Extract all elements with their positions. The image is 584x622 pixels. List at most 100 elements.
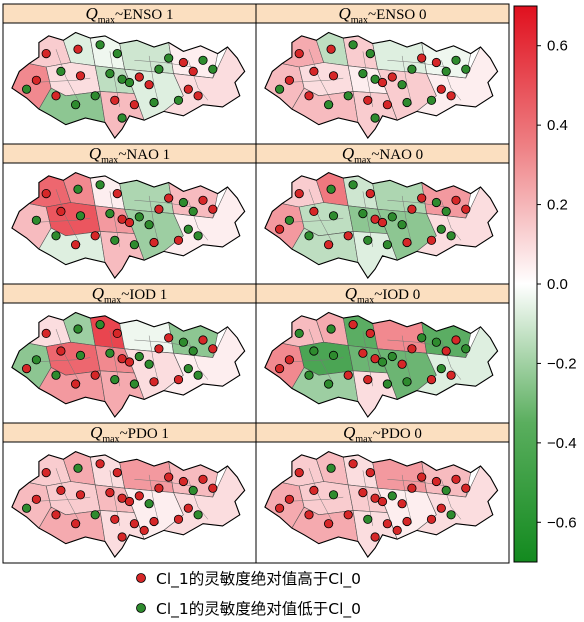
station-marker-higher [343,370,353,380]
station-marker-higher [110,514,120,524]
station-marker-lower [105,209,115,219]
panel-title-symbol: Q [85,4,97,23]
station-marker-higher [309,66,319,77]
colorbar-tick-label: 0.4 [547,117,568,134]
station-marker-higher [436,503,446,513]
station-marker-higher [304,91,314,101]
station-marker-lower [370,113,380,123]
panel-title-strip [255,3,510,24]
region-boundary [284,357,344,363]
region-boundary [148,55,160,105]
station-marker-lower [382,240,392,250]
colorbar-tick-label: 0.6 [547,38,568,55]
station-marker-higher [284,494,294,504]
station-marker-lower [178,337,188,347]
colorbar: 0.6 0.4 0.2 0.0 −0.2 −0.4 −0.6 [513,5,577,563]
station-marker-higher [358,348,368,358]
region-boundary [401,55,413,105]
station-marker-lower [22,503,32,513]
map-panel-enso-0: Qmax~ENSO 0 [255,3,510,145]
panel-title-index: ~IOD 0 [374,287,420,303]
station-marker-higher [134,491,144,501]
station-marker-higher [129,519,139,529]
panel-title: Qmax~ENSO 1 [85,4,173,26]
station-marker-higher [149,377,159,387]
station-marker-higher [294,48,304,59]
station-marker-higher [178,57,188,68]
station-marker-lower [75,350,86,360]
station-marker-higher [426,235,437,245]
panel-title: Qmax~NAO 1 [89,144,170,166]
station-marker-higher [173,235,184,245]
station-marker-higher [323,519,334,529]
station-marker-higher [41,189,51,199]
legend-label-lower: Cl_1的灵敏度绝对值低于Cl_0 [156,600,361,619]
station-marker-lower [326,324,336,334]
panel-title-subscript: max [101,155,118,166]
station-marker-higher [198,195,208,205]
station-marker-higher [198,474,208,484]
panel-title-subscript: max [102,434,119,445]
station-marker-higher [112,328,122,338]
station-marker-lower [436,363,446,374]
station-marker-lower [105,69,115,79]
station-marker-lower [95,180,105,190]
station-marker-higher [56,485,66,495]
station-marker-lower [149,97,159,108]
station-marker-higher [112,189,122,199]
station-marker-higher [402,516,412,527]
station-marker-higher [124,357,135,367]
station-marker-lower [134,212,144,222]
station-marker-lower [129,240,139,250]
station-marker-lower [461,64,471,74]
station-marker-higher [323,240,334,250]
colorbar-tick-label: −0.6 [547,514,577,531]
station-marker-higher [124,496,135,507]
station-marker-higher [363,374,373,385]
station-marker-lower [323,379,334,389]
station-marker-higher [382,100,392,110]
colorbar-tick-label: −0.4 [547,435,577,452]
station-marker-lower [294,328,304,338]
station-marker-lower [274,84,285,94]
station-marker-higher [188,66,198,77]
station-marker-higher [461,483,471,493]
station-marker-lower [105,348,115,358]
station-marker-lower [193,370,203,380]
panel-title-strip [255,283,510,304]
station-marker-higher [105,487,115,498]
station-marker-lower [178,197,188,208]
station-marker-lower [90,91,100,101]
station-marker-higher [41,48,51,59]
station-marker-lower [112,48,122,59]
station-marker-higher [348,459,358,469]
station-marker-higher [164,472,174,482]
map-panel-iod-1: Qmax~IOD 1 [2,283,257,424]
station-marker-lower [387,491,397,501]
legend-marker-lower [136,603,146,613]
station-marker-higher [164,333,174,343]
station-marker-higher [208,344,218,354]
station-marker-lower [343,91,353,101]
map-panel-pdo-1: Qmax~PDO 1 [2,422,257,564]
panel-title-symbol: Q [345,284,357,303]
station-marker-lower [31,355,42,365]
station-marker-lower [309,346,319,356]
region-boundary [55,328,81,385]
station-marker-lower [387,351,397,362]
station-marker-lower [73,324,83,334]
panel-title-index: ~PDO 1 [120,426,169,442]
region-boundary [284,496,344,502]
station-marker-lower [426,95,437,105]
station-marker-higher [426,374,437,385]
station-marker-higher [382,519,392,529]
station-marker-higher [397,499,407,509]
panel-title-subscript: max [354,155,371,166]
basin-outline [264,450,499,558]
region-boundary [148,474,160,524]
panel-title-subscript: max [98,15,115,26]
panel-title-subscript: max [357,295,374,306]
map-panel-nao-0: Qmax~NAO 0 [255,143,510,285]
station-marker-higher [365,467,375,478]
station-marker-lower [304,370,314,380]
